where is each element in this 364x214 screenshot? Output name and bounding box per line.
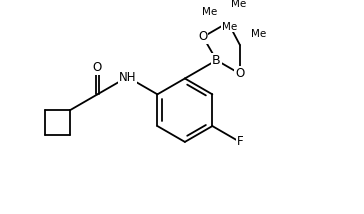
Text: Me: Me (231, 0, 246, 9)
Text: F: F (237, 135, 243, 149)
Text: B: B (212, 54, 221, 67)
Text: O: O (235, 67, 245, 80)
Text: Me: Me (250, 29, 266, 39)
Text: Me: Me (202, 7, 217, 17)
Text: O: O (93, 61, 102, 74)
Text: O: O (198, 30, 208, 43)
Text: NH: NH (119, 71, 136, 83)
Text: Me: Me (222, 22, 237, 31)
